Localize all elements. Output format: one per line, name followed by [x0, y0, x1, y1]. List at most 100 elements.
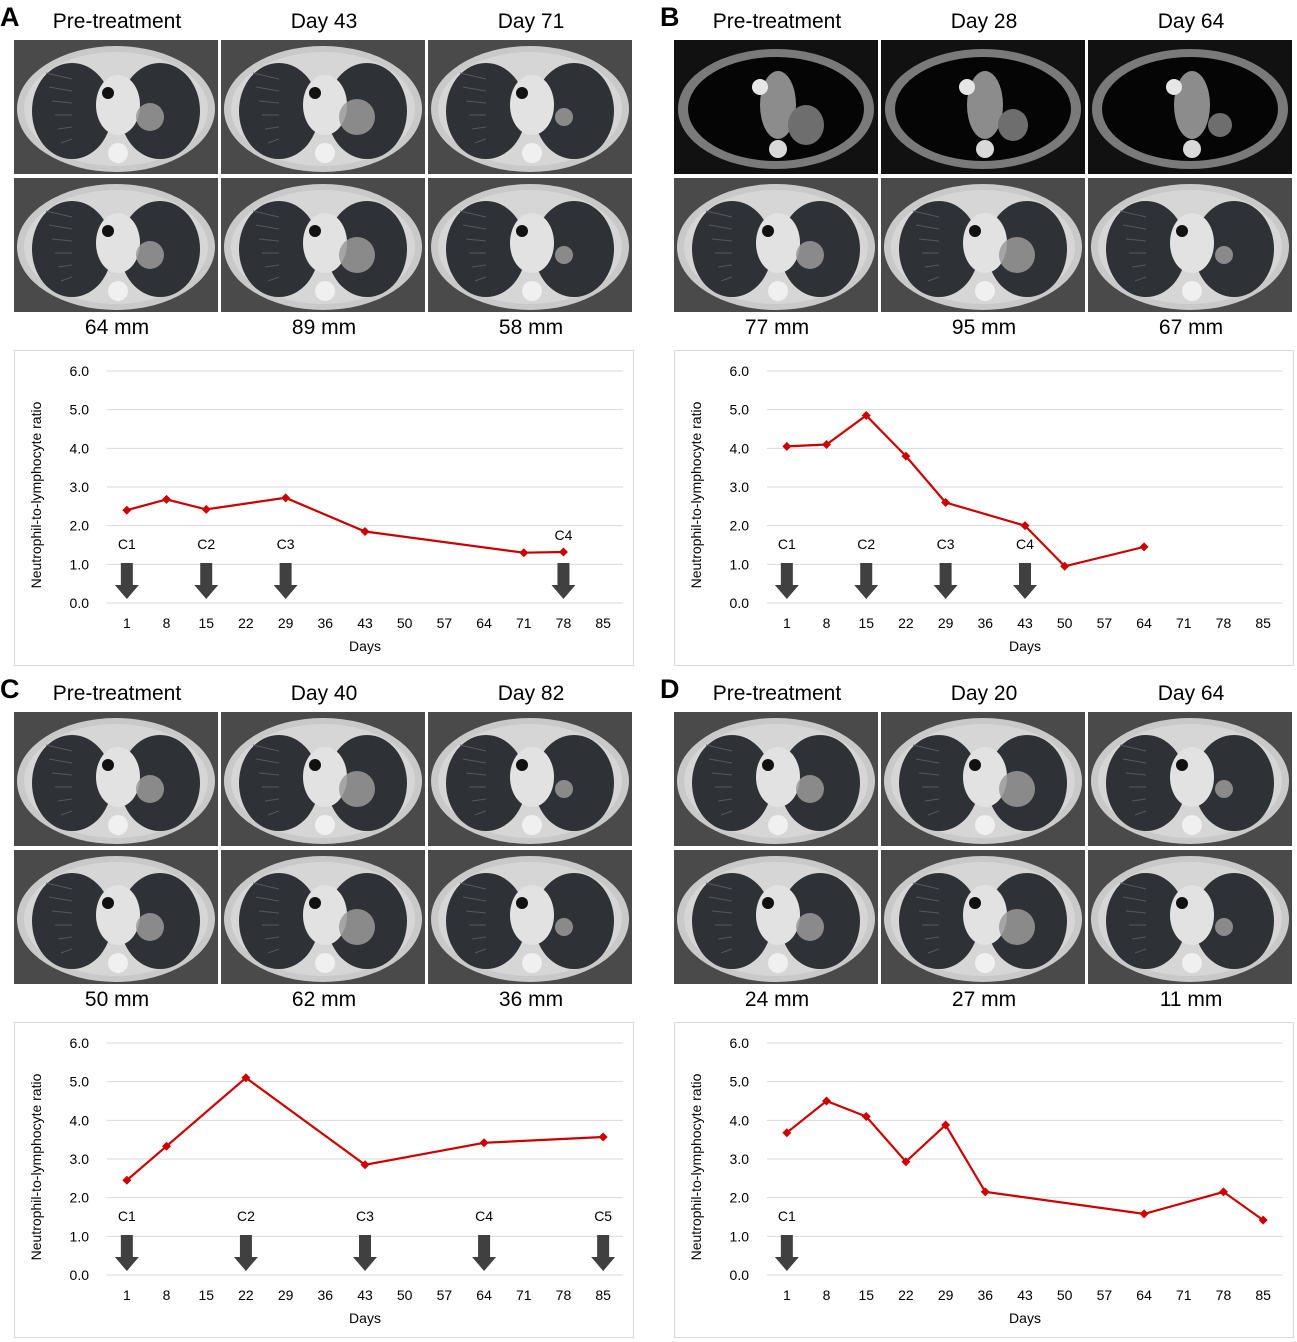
data-point — [782, 441, 792, 451]
x-tick-label: 71 — [516, 1287, 532, 1303]
cycle-label: C4 — [1016, 536, 1034, 552]
cycle-label: C3 — [937, 536, 955, 552]
panel-b: B Pre-treatment Day 28 Day 64 77 mm 95 mm 67 m… — [660, 2, 1297, 670]
ct-scan-image — [428, 850, 632, 984]
y-tick-label: 5.0 — [730, 1074, 750, 1090]
chart-container: 0.0 1.0 2.0 3.0 4.0 5.0 6.0 1 8 15 22 29 36 43 50 57 64 7… — [674, 1022, 1294, 1338]
tumor-size-labels: 50 mm 62 mm 36 mm — [14, 988, 634, 1016]
cycle-arrow-icon — [551, 563, 576, 599]
cycle-label: C2 — [197, 536, 215, 552]
data-point — [901, 451, 911, 461]
x-tick-label: 15 — [858, 615, 874, 631]
data-point — [980, 1187, 990, 1197]
data-point — [598, 1132, 608, 1142]
tumor-size-label: 64 mm — [84, 316, 150, 339]
x-tick-label: 57 — [437, 615, 453, 631]
timepoint-label: Day 82 — [497, 682, 565, 705]
ct-scan-image — [221, 712, 425, 846]
ct-scan-image — [674, 712, 878, 846]
data-point — [861, 1111, 871, 1121]
ct-scan-image — [881, 712, 1085, 846]
x-tick-label: 50 — [397, 1287, 413, 1303]
x-tick-label: 43 — [357, 1287, 373, 1303]
chart-container: 0.0 1.0 2.0 3.0 4.0 5.0 6.0 1 8 15 22 29 36 43 50 57 64 7… — [14, 1022, 634, 1338]
y-tick-label: 1.0 — [70, 1228, 90, 1244]
x-axis-title: Days — [1009, 1310, 1041, 1326]
ct-scan-image — [14, 850, 218, 984]
x-tick-label: 78 — [1216, 615, 1232, 631]
tumor-size-labels: 64 mm 89 mm 58 mm — [14, 316, 634, 344]
ct-scan-image — [428, 40, 632, 174]
timepoint-label: Day 40 — [290, 682, 358, 705]
ct-scan-image — [881, 40, 1085, 174]
tumor-size-label: 50 mm — [84, 988, 150, 1011]
x-tick-label: 64 — [1136, 1287, 1152, 1303]
cycle-label: C2 — [857, 536, 875, 552]
x-tick-label: 85 — [1255, 1287, 1271, 1303]
data-point — [122, 1175, 132, 1185]
tumor-size-label: 95 mm — [951, 316, 1017, 339]
y-tick-label: 4.0 — [70, 1112, 90, 1128]
ct-scan-grid — [674, 712, 1294, 986]
x-tick-label: 85 — [1255, 615, 1271, 631]
cycle-label: C4 — [555, 527, 573, 543]
x-tick-label: 29 — [938, 1287, 954, 1303]
y-tick-label: 4.0 — [730, 440, 750, 456]
cycle-label: C3 — [356, 1208, 374, 1224]
y-tick-label: 6.0 — [730, 1035, 750, 1051]
y-tick-label: 0.0 — [730, 595, 750, 611]
tumor-size-labels: 24 mm 27 mm 11 mm — [674, 988, 1294, 1016]
cycle-label: C3 — [277, 536, 295, 552]
panel-letter: D — [660, 674, 680, 704]
timepoint-label: Day 43 — [290, 10, 358, 33]
x-tick-label: 43 — [1017, 1287, 1033, 1303]
x-tick-label: 57 — [437, 1287, 453, 1303]
x-tick-label: 36 — [978, 615, 994, 631]
series-line — [786, 1099, 1264, 1221]
data-point — [162, 494, 172, 504]
ct-scan-image — [14, 178, 218, 312]
ct-scan-cell — [14, 712, 218, 846]
ct-scan-grid — [674, 40, 1294, 314]
cycle-label: C1 — [778, 1208, 796, 1224]
cycle-label: C1 — [778, 536, 796, 552]
cycle-label: C2 — [237, 1208, 255, 1224]
cycle-arrow-icon — [273, 563, 298, 599]
ct-scan-cell — [674, 712, 878, 846]
panel-a: A Pre-treatment Day 43 Day 71 64 mm 89 mm 58 m… — [0, 2, 640, 670]
ct-scan-image — [674, 178, 878, 312]
y-axis-title: Neutrophil-to-lymphocyte ratio — [28, 401, 44, 588]
x-tick-label: 71 — [1176, 615, 1192, 631]
x-tick-label: 50 — [397, 615, 413, 631]
data-point — [822, 1096, 832, 1106]
ct-scan-cell — [221, 40, 425, 174]
tumor-size-label: 36 mm — [498, 988, 564, 1011]
x-axis-title: Days — [349, 1310, 381, 1326]
y-tick-label: 6.0 — [70, 363, 90, 379]
cycle-arrow-icon — [933, 563, 958, 599]
ct-scan-cell — [674, 40, 878, 174]
ct-scan-image — [428, 712, 632, 846]
ct-scan-image — [14, 40, 218, 174]
data-point — [122, 505, 132, 515]
panel-letter: B — [660, 2, 680, 32]
data-point — [1020, 521, 1030, 531]
panel-letter: C — [0, 674, 20, 704]
x-tick-label: 8 — [163, 615, 171, 631]
timepoint-label: Day 20 — [950, 682, 1018, 705]
y-tick-label: 1.0 — [730, 1228, 750, 1244]
ct-scan-image — [221, 178, 425, 312]
y-tick-label: 4.0 — [70, 440, 90, 456]
nlr-chart: 0.0 1.0 2.0 3.0 4.0 5.0 6.0 1 8 15 22 29 36 43 50 57 64 7… — [28, 363, 623, 654]
tumor-size-label: 11 mm — [1159, 988, 1223, 1011]
x-tick-label: 22 — [238, 615, 254, 631]
x-tick-label: 1 — [783, 1287, 791, 1303]
y-tick-label: 5.0 — [70, 1074, 90, 1090]
ct-scan-cell — [428, 850, 632, 984]
ct-scan-grid — [14, 40, 634, 314]
ct-scan-image — [221, 850, 425, 984]
x-tick-label: 8 — [823, 1287, 831, 1303]
y-tick-label: 1.0 — [70, 556, 90, 572]
x-tick-label: 71 — [516, 615, 532, 631]
x-tick-label: 22 — [238, 1287, 254, 1303]
